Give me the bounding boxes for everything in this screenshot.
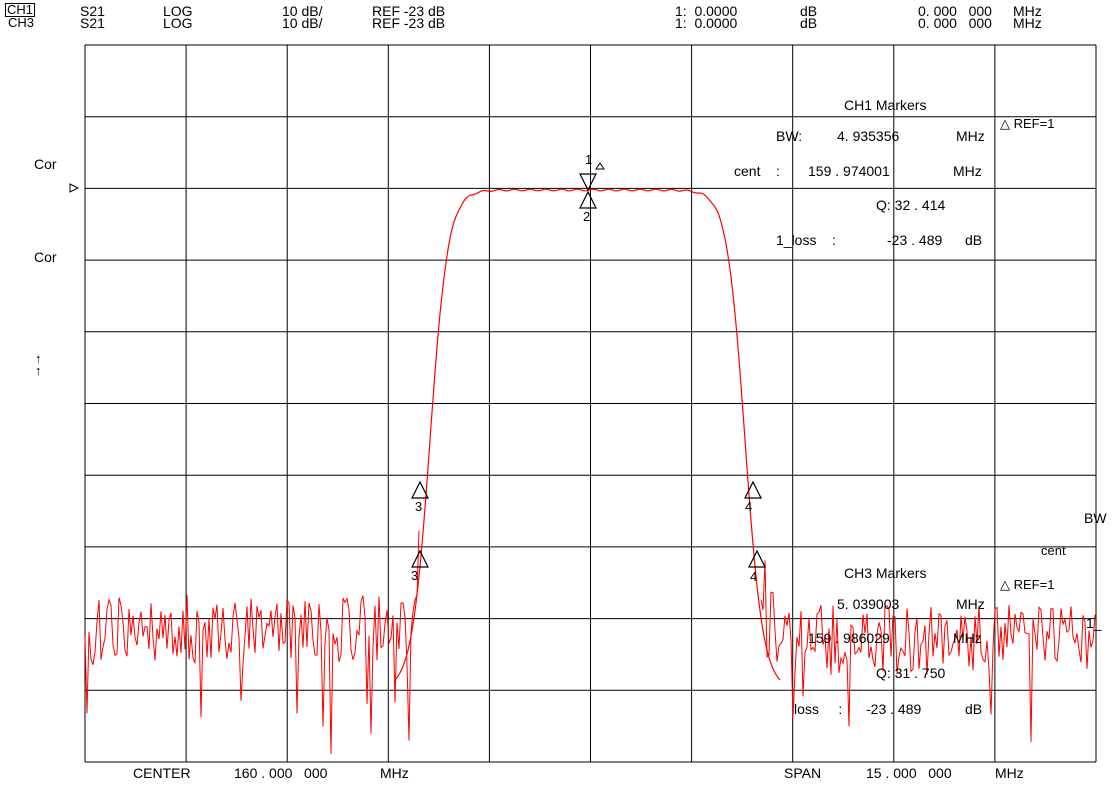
marker-2-icon bbox=[579, 190, 597, 209]
ch3-bw-value: 5. 039003 bbox=[837, 596, 900, 612]
center-label: CENTER bbox=[133, 765, 191, 781]
marker-1-icon bbox=[579, 173, 597, 192]
marker-4-ch3-icon bbox=[748, 549, 766, 568]
marker-number-1: 1 bbox=[585, 152, 593, 167]
ch3-reference-marker: △ REF=1 bbox=[1000, 577, 1055, 592]
arrow-up-icon: ↑ bbox=[35, 363, 42, 378]
marker-number-3: 3 bbox=[415, 499, 423, 514]
ch3-parameter: S21 bbox=[80, 15, 105, 31]
right-cent-label: cent bbox=[1041, 543, 1066, 558]
marker-number-3: 3 bbox=[411, 568, 419, 583]
trace-ch3-right bbox=[760, 560, 1096, 742]
right-marker-one: 1_ bbox=[1086, 615, 1102, 631]
delta-marker-icon bbox=[595, 162, 605, 170]
ch1-center-value: 159 . 974001 bbox=[808, 163, 890, 179]
ch1-bw-unit: MHz bbox=[956, 128, 985, 144]
marker-number-2: 2 bbox=[583, 209, 591, 224]
ch3-markers-title: CH3 Markers bbox=[844, 565, 927, 581]
ch1-marker-readout: 1: 0.0000 bbox=[675, 3, 738, 19]
span-value: 15 . 000 000 bbox=[866, 765, 952, 781]
ch3-marker-unit: dB bbox=[800, 15, 818, 31]
span-unit: MHz bbox=[995, 765, 1024, 781]
marker-symbols bbox=[411, 162, 766, 568]
ch3-reference: REF -23 dB bbox=[372, 15, 446, 31]
ch1-scale: 10 dB/ bbox=[282, 3, 323, 19]
ch1-bw-value: 4. 935356 bbox=[837, 128, 900, 144]
ch1-correction-label: Cor bbox=[34, 156, 57, 172]
ch1-marker-frequency: 0. 000 000 bbox=[918, 3, 992, 19]
ch3-loss-value: -23 . 489 bbox=[866, 701, 922, 717]
ch3-bw-unit: MHz bbox=[956, 596, 985, 612]
ch1-reference: REF -23 dB bbox=[372, 3, 446, 19]
marker-number-4: 4 bbox=[745, 499, 753, 514]
ch3-frequency-unit: MHz bbox=[1013, 15, 1042, 31]
center-frequency-unit: MHz bbox=[380, 765, 409, 781]
ch1-frequency-unit: MHz bbox=[1013, 3, 1042, 19]
ch1-marker-unit: dB bbox=[800, 3, 818, 19]
ch1-loss-unit: dB bbox=[965, 232, 983, 248]
channel-1-indicator[interactable]: CH1 bbox=[5, 2, 36, 17]
ch3-marker-readout: 1: 0.0000 bbox=[675, 15, 738, 31]
ch3-marker-frequency: 0. 000 000 bbox=[918, 15, 992, 31]
marker-number-4: 4 bbox=[750, 569, 758, 584]
ch1-q-value: Q: 32 . 414 bbox=[876, 197, 946, 213]
ch1-bw-label: BW: bbox=[776, 128, 803, 144]
span-label: SPAN bbox=[784, 765, 822, 781]
ch3-scale: 10 dB/ bbox=[282, 15, 323, 31]
ch3-center-unit: MHz bbox=[953, 630, 982, 646]
ch1-parameter: S21 bbox=[80, 3, 105, 19]
ch3-center-value: 159 . 986029 bbox=[808, 630, 890, 646]
trace-ch3 bbox=[84, 530, 420, 755]
ch1-center-label: cent : bbox=[734, 163, 780, 179]
ch3-q-value: Q: 31 . 750 bbox=[876, 665, 946, 681]
trace-ch1 bbox=[394, 188, 781, 681]
ch3-loss-label: loss : bbox=[794, 701, 843, 717]
ch1-loss-label: 1_loss : bbox=[776, 232, 836, 248]
ch3-loss-unit: dB bbox=[965, 701, 983, 717]
ch1-reference-marker: △ REF=1 bbox=[1000, 116, 1055, 131]
channel-3-indicator[interactable]: CH3 bbox=[8, 15, 35, 30]
ch1-format: LOG bbox=[163, 3, 193, 19]
ch3-format: LOG bbox=[163, 15, 193, 31]
right-bw-label: BW bbox=[1084, 510, 1107, 526]
marker-3-ch3-icon bbox=[411, 549, 429, 568]
ch3-correction-label: Cor bbox=[34, 249, 57, 265]
arrow-up-icon: ↑ bbox=[35, 351, 42, 366]
marker-4-icon bbox=[744, 480, 762, 499]
ch1-center-unit: MHz bbox=[953, 163, 982, 179]
ch1-markers-title: CH1 Markers bbox=[844, 97, 927, 113]
reference-position-icon bbox=[69, 183, 80, 193]
center-frequency-value: 160 . 000 000 bbox=[234, 765, 328, 781]
ch1-loss-value: -23 . 489 bbox=[887, 232, 943, 248]
graticule bbox=[84, 44, 1097, 763]
marker-3-icon bbox=[411, 480, 429, 499]
